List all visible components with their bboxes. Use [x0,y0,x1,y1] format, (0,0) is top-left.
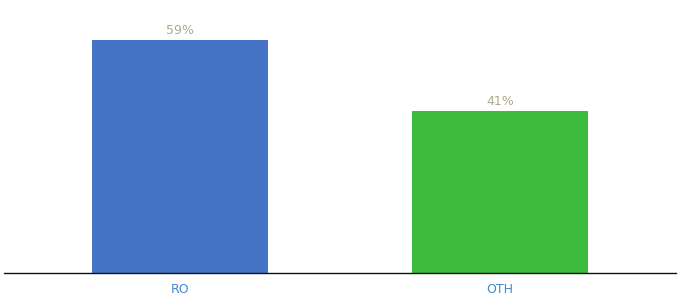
Bar [92,40,268,273]
Bar [412,111,588,273]
Text: 41%: 41% [486,95,514,108]
Text: 59%: 59% [166,24,194,37]
